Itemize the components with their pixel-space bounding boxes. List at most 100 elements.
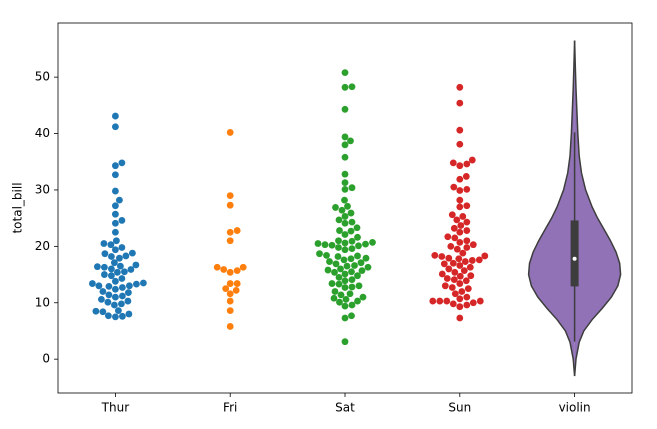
swarm-point: [326, 258, 333, 265]
x-tick-label: Thur: [101, 401, 130, 415]
swarm-point: [133, 280, 140, 288]
swarm-point: [100, 240, 108, 247]
swarm-point: [448, 284, 456, 291]
swarm-point: [95, 282, 103, 290]
violin-body: [574, 40, 621, 377]
violin-median: [572, 256, 577, 261]
swarm-point: [447, 242, 455, 250]
swarm-point: [455, 255, 463, 263]
y-tick-label: 10: [35, 295, 50, 309]
swarm-point: [341, 196, 348, 204]
x-tick-label: Sat: [335, 401, 355, 415]
swarm-point: [463, 160, 471, 168]
swarm-point: [113, 237, 120, 245]
swarm-point: [364, 263, 372, 271]
swarm-point: [449, 159, 457, 167]
violin-box: [570, 220, 579, 287]
swarm-point: [462, 173, 470, 180]
swarm-point: [232, 286, 240, 294]
swarm-point: [99, 308, 107, 316]
swarm-point: [476, 297, 484, 305]
swarm-point: [332, 204, 339, 211]
swarm-point: [98, 295, 105, 303]
swarm-point: [362, 254, 370, 262]
swarm-point: [226, 201, 234, 209]
swarm-point: [336, 298, 343, 306]
swarm-point: [348, 283, 356, 291]
swarm-point: [469, 299, 477, 307]
swarm-point: [456, 295, 464, 303]
swarm-point: [226, 323, 234, 330]
swarm-point: [444, 233, 452, 241]
swarm-point: [440, 260, 448, 268]
swarm-point: [341, 302, 349, 310]
swarm-point: [118, 275, 126, 282]
swarm-point: [116, 254, 123, 262]
swarm-point: [111, 301, 118, 309]
swarm-point: [127, 266, 135, 273]
swarm-point: [328, 280, 336, 287]
swarm-point: [464, 285, 472, 293]
swarm-point: [355, 242, 362, 250]
swarm-point: [456, 126, 464, 134]
swarm-point: [89, 280, 96, 287]
swarm-point: [331, 288, 339, 295]
swarm-point: [469, 241, 477, 249]
swarm-point: [101, 250, 109, 258]
swarm-point: [441, 282, 449, 290]
swarm-point: [220, 266, 228, 273]
swarm-point: [354, 272, 361, 280]
swarm-point: [438, 270, 446, 278]
swarm-point: [112, 293, 119, 301]
swarm-point: [125, 282, 133, 290]
swarm-point: [118, 217, 126, 224]
swarm-point: [341, 270, 349, 278]
swarm-point: [450, 224, 458, 232]
swarm-point: [104, 298, 112, 306]
swarm-point: [226, 290, 234, 298]
swarm-point: [344, 202, 351, 210]
swarm-point: [449, 259, 457, 267]
swarm-point: [460, 267, 468, 275]
swarm-point: [456, 162, 464, 170]
y-axis-label: total_bill: [11, 182, 25, 233]
swarm-point: [108, 253, 115, 260]
swarm-point: [101, 263, 108, 271]
swarm-point: [463, 185, 471, 193]
swarm-point: [348, 237, 356, 245]
swarm-point: [226, 307, 234, 315]
swarm-point: [463, 227, 471, 234]
swarm-point: [456, 187, 464, 194]
swarm-point: [456, 203, 464, 211]
swarm-point: [324, 266, 332, 274]
swarm-point: [456, 228, 464, 236]
swarm-point: [456, 280, 464, 287]
swarm-point: [348, 218, 356, 226]
swarm-point: [348, 83, 356, 91]
swarm-point: [463, 237, 471, 245]
swarm-point: [112, 228, 119, 236]
swarm-point: [341, 141, 349, 149]
swarm-point: [343, 262, 351, 270]
swarm-point: [431, 251, 439, 259]
swarm-point: [348, 276, 356, 284]
swarm-point: [111, 259, 118, 267]
swarm-point: [457, 222, 465, 229]
plot-frame: [57, 22, 633, 394]
swarm-point: [448, 211, 456, 219]
x-tick-label: violin: [559, 401, 591, 415]
swarm-point: [233, 227, 241, 234]
swarm-point: [467, 272, 475, 280]
swarm-point: [354, 297, 361, 305]
swarm-point: [112, 112, 119, 120]
swarm-point: [335, 273, 343, 281]
swarm-point: [140, 279, 147, 287]
swarm-point: [335, 237, 342, 245]
swarm-point: [114, 268, 121, 276]
y-tick-label: 20: [35, 239, 50, 253]
violin-body: [528, 40, 575, 377]
swarm-point: [124, 297, 132, 305]
swarm-point: [341, 284, 349, 291]
swarm-point: [456, 140, 464, 148]
y-tick-label: 50: [35, 70, 50, 84]
